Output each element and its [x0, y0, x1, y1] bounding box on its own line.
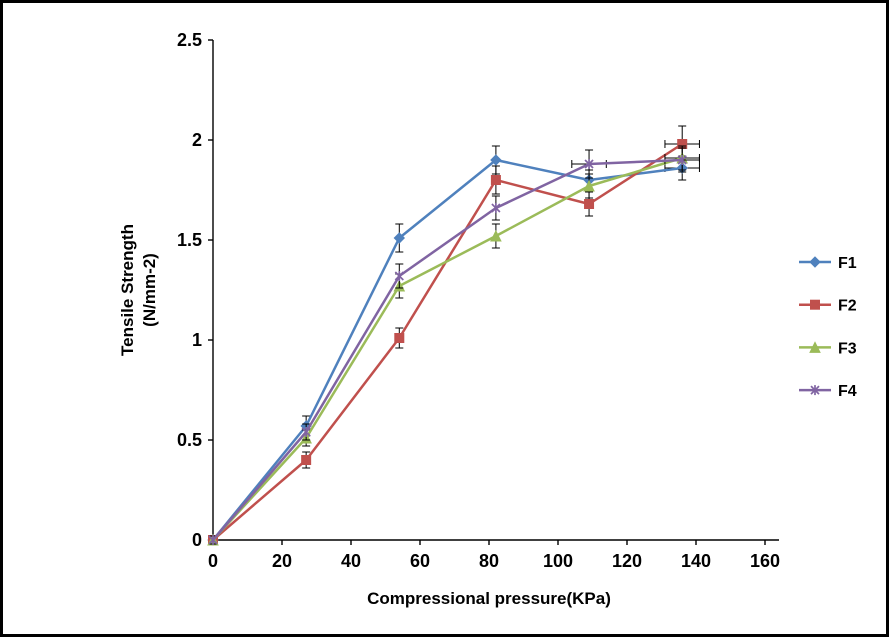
square-marker	[394, 333, 405, 343]
diamond-marker	[393, 232, 406, 244]
y-tick-label: 0	[192, 530, 202, 550]
series-line	[211, 156, 684, 542]
series-F3	[207, 145, 700, 546]
y-axis-title-line: (N/mm-2)	[140, 253, 159, 327]
y-tick-label: 2	[192, 130, 202, 150]
legend: F1 F2 F3 F4	[799, 255, 857, 400]
triangle-marker	[583, 179, 595, 192]
line-chart: 0 20 40 60 80 100 120 140 160 0 0.5 1 1.5 2 2.5 Compres…	[118, 30, 857, 608]
legend-item-F4: F4	[799, 383, 857, 400]
star-marker	[677, 155, 687, 165]
x-tick-label: 0	[208, 551, 218, 571]
diamond-marker	[809, 256, 821, 268]
triangle-marker	[490, 229, 502, 242]
x-tick-label: 160	[750, 551, 780, 571]
y-tick-label: 1.5	[177, 230, 202, 250]
square-marker	[490, 175, 501, 185]
x-tick-label: 60	[410, 551, 430, 571]
x-tick-label: 80	[479, 551, 499, 571]
star-marker	[208, 535, 218, 545]
triangle-marker	[809, 341, 821, 353]
series-F1	[207, 145, 700, 546]
square-marker	[810, 299, 820, 310]
x-tick-label: 40	[341, 551, 361, 571]
series-F2	[208, 125, 700, 545]
star-marker	[394, 271, 404, 281]
square-marker	[301, 455, 312, 465]
y-tick-label: 0.5	[177, 430, 202, 450]
series-F4	[208, 147, 700, 545]
y-tick-label: 1	[192, 330, 202, 350]
legend-label: F3	[838, 340, 857, 357]
y-axis-title-line: Tensile Strength	[118, 224, 137, 356]
square-marker	[584, 199, 595, 209]
star-marker	[301, 427, 311, 437]
diamond-marker	[490, 154, 502, 166]
x-axis-title: Compressional pressure(KPa)	[367, 589, 611, 608]
series-line	[211, 142, 684, 542]
x-tick-label: 20	[272, 551, 292, 571]
legend-label: F2	[838, 298, 857, 315]
x-tick-label: 120	[612, 551, 642, 571]
star-marker	[491, 203, 501, 213]
legend-item-F3: F3	[799, 340, 857, 357]
star-marker	[584, 159, 594, 169]
series-line	[211, 158, 684, 542]
tick-labels: 0 20 40 60 80 100 120 140 160 0 0.5 1 1.5 2 2.5	[177, 30, 780, 571]
x-tick-label: 100	[543, 551, 573, 571]
error-bars	[209, 147, 700, 545]
star-marker	[810, 385, 820, 396]
legend-item-F2: F2	[799, 298, 857, 315]
series-line	[211, 158, 684, 542]
y-tick-label: 2.5	[177, 30, 202, 50]
legend-label: F1	[838, 255, 857, 272]
legend-label: F4	[838, 383, 857, 400]
x-tick-label: 140	[681, 551, 711, 571]
error-bars	[209, 145, 700, 545]
legend-item-F1: F1	[799, 255, 857, 272]
error-bars	[209, 145, 700, 545]
